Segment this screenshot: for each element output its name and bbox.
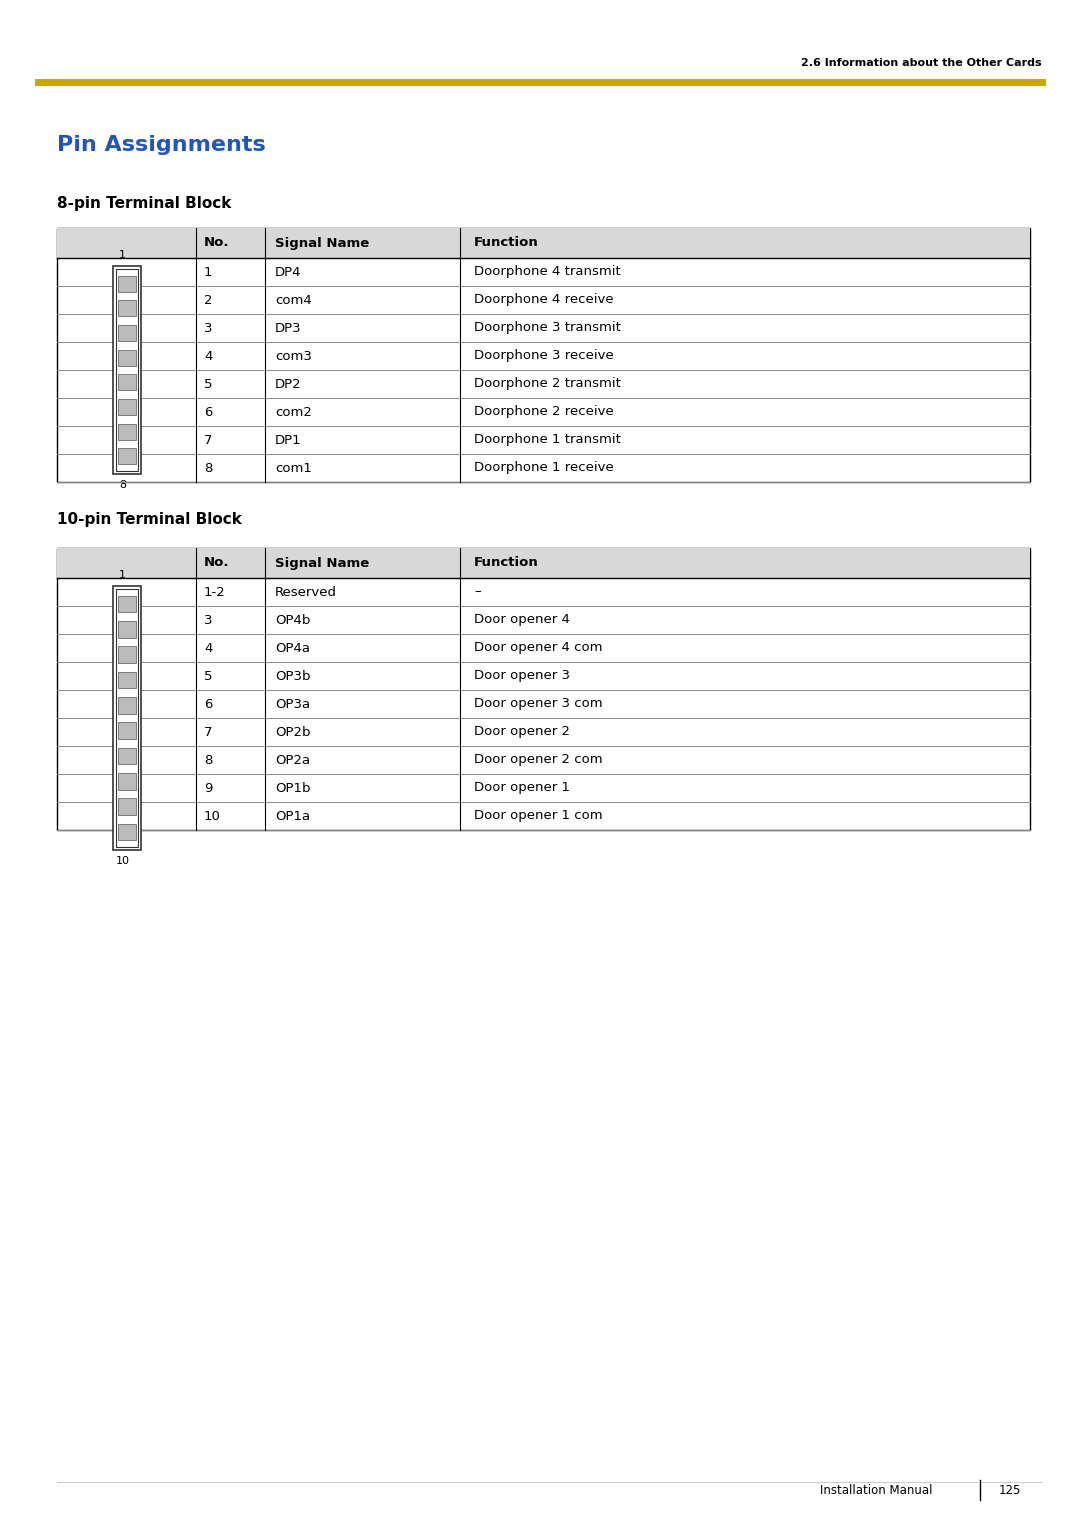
- Text: Installation Manual: Installation Manual: [820, 1484, 932, 1496]
- Bar: [118, 350, 135, 365]
- Text: 1-2: 1-2: [204, 585, 226, 599]
- Text: Door opener 2 com: Door opener 2 com: [474, 753, 603, 767]
- Bar: [118, 622, 135, 637]
- Text: OP1b: OP1b: [275, 781, 311, 795]
- Bar: [57, 228, 1030, 481]
- Text: DP4: DP4: [275, 266, 301, 278]
- Text: OP1a: OP1a: [275, 810, 310, 822]
- Text: Pin Assignments: Pin Assignments: [57, 134, 266, 154]
- Text: Doorphone 3 receive: Doorphone 3 receive: [474, 350, 613, 362]
- Text: OP4a: OP4a: [275, 642, 310, 654]
- Bar: [118, 747, 135, 764]
- Bar: [112, 587, 140, 850]
- Text: 10: 10: [204, 810, 221, 822]
- Text: Door opener 3: Door opener 3: [474, 669, 570, 683]
- Text: DP1: DP1: [275, 434, 301, 446]
- Text: Doorphone 4 receive: Doorphone 4 receive: [474, 293, 613, 307]
- Text: 2.6 Information about the Other Cards: 2.6 Information about the Other Cards: [801, 58, 1042, 69]
- Bar: [118, 799, 135, 814]
- Bar: [116, 590, 137, 847]
- Text: DP3: DP3: [275, 321, 301, 335]
- Bar: [118, 773, 135, 790]
- Text: 6: 6: [204, 405, 213, 419]
- Text: com3: com3: [275, 350, 312, 362]
- Text: OP3b: OP3b: [275, 669, 311, 683]
- Bar: [116, 269, 137, 471]
- Bar: [57, 549, 1030, 830]
- Text: Reserved: Reserved: [275, 585, 337, 599]
- Bar: [118, 596, 135, 613]
- Text: OP4b: OP4b: [275, 614, 310, 626]
- Text: 1: 1: [119, 251, 126, 260]
- Text: Door opener 1 com: Door opener 1 com: [474, 810, 603, 822]
- Text: com4: com4: [275, 293, 312, 307]
- Text: Door opener 3 com: Door opener 3 com: [474, 697, 603, 711]
- Text: Doorphone 4 transmit: Doorphone 4 transmit: [474, 266, 621, 278]
- Text: 2: 2: [204, 293, 213, 307]
- Text: Doorphone 2 transmit: Doorphone 2 transmit: [474, 377, 621, 391]
- Bar: [57, 228, 1030, 258]
- Bar: [118, 824, 135, 840]
- Text: 8: 8: [204, 753, 213, 767]
- Bar: [118, 448, 135, 465]
- Text: com1: com1: [275, 461, 312, 475]
- Text: 10: 10: [116, 856, 130, 865]
- Text: Door opener 4: Door opener 4: [474, 614, 570, 626]
- Bar: [57, 549, 1030, 578]
- Text: 7: 7: [204, 726, 213, 738]
- Text: Doorphone 1 transmit: Doorphone 1 transmit: [474, 434, 621, 446]
- Text: 125: 125: [999, 1484, 1022, 1496]
- Text: 6: 6: [204, 697, 213, 711]
- Text: OP2a: OP2a: [275, 753, 310, 767]
- Text: 8: 8: [204, 461, 213, 475]
- Text: 1: 1: [119, 570, 126, 581]
- Text: Door opener 2: Door opener 2: [474, 726, 570, 738]
- Text: DP2: DP2: [275, 377, 301, 391]
- Text: 4: 4: [204, 642, 213, 654]
- Text: 9: 9: [204, 781, 213, 795]
- Text: 5: 5: [204, 669, 213, 683]
- Text: OP2b: OP2b: [275, 726, 311, 738]
- Bar: [118, 646, 135, 663]
- Text: Doorphone 1 receive: Doorphone 1 receive: [474, 461, 613, 475]
- Text: Doorphone 2 receive: Doorphone 2 receive: [474, 405, 613, 419]
- Text: OP3a: OP3a: [275, 697, 310, 711]
- Text: 3: 3: [204, 321, 213, 335]
- Bar: [112, 266, 140, 474]
- Text: Doorphone 3 transmit: Doorphone 3 transmit: [474, 321, 621, 335]
- Text: 5: 5: [204, 377, 213, 391]
- Text: 4: 4: [204, 350, 213, 362]
- Bar: [118, 275, 135, 292]
- Bar: [118, 672, 135, 688]
- Text: com2: com2: [275, 405, 312, 419]
- Bar: [118, 423, 135, 440]
- Text: Door opener 4 com: Door opener 4 com: [474, 642, 603, 654]
- Text: Function: Function: [474, 556, 539, 570]
- Text: 10-pin Terminal Block: 10-pin Terminal Block: [57, 512, 242, 527]
- Text: 8-pin Terminal Block: 8-pin Terminal Block: [57, 196, 231, 211]
- Text: No.: No.: [204, 237, 229, 249]
- Text: No.: No.: [204, 556, 229, 570]
- Text: 1: 1: [204, 266, 213, 278]
- Text: –: –: [474, 585, 481, 599]
- Text: Function: Function: [474, 237, 539, 249]
- Bar: [118, 325, 135, 341]
- Text: 8: 8: [119, 480, 126, 489]
- Text: 7: 7: [204, 434, 213, 446]
- Text: 3: 3: [204, 614, 213, 626]
- Bar: [118, 301, 135, 316]
- Text: Signal Name: Signal Name: [275, 237, 369, 249]
- Bar: [118, 697, 135, 714]
- Bar: [118, 399, 135, 416]
- Text: Signal Name: Signal Name: [275, 556, 369, 570]
- Bar: [118, 723, 135, 740]
- Bar: [118, 374, 135, 390]
- Text: Door opener 1: Door opener 1: [474, 781, 570, 795]
